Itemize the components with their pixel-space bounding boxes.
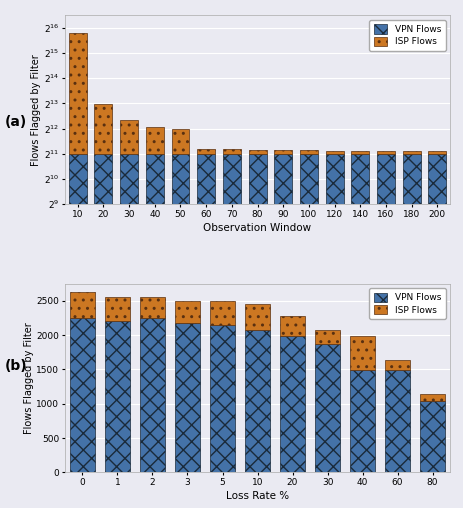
Bar	[210, 301, 234, 325]
Bar	[280, 336, 304, 472]
Bar	[427, 151, 445, 154]
Bar	[274, 154, 292, 508]
Bar	[350, 336, 374, 370]
X-axis label: Loss Rate %: Loss Rate %	[225, 491, 288, 501]
Bar	[140, 297, 164, 318]
Legend: VPN Flows, ISP Flows: VPN Flows, ISP Flows	[369, 20, 444, 51]
Bar	[384, 370, 409, 472]
Bar	[419, 401, 444, 472]
Text: (a): (a)	[5, 115, 27, 129]
X-axis label: Observation Window: Observation Window	[203, 223, 311, 233]
Bar	[94, 104, 112, 154]
Bar	[299, 150, 317, 154]
Bar	[171, 129, 189, 154]
Bar	[222, 154, 240, 508]
Bar	[145, 154, 163, 508]
Bar	[245, 330, 269, 472]
Bar	[120, 119, 138, 154]
Bar	[145, 128, 163, 154]
Bar	[315, 344, 339, 472]
Bar	[402, 154, 419, 508]
Bar	[175, 301, 200, 324]
Bar	[315, 330, 339, 344]
Bar	[222, 149, 240, 154]
Bar	[248, 150, 266, 154]
Bar	[376, 151, 394, 154]
Bar	[245, 304, 269, 330]
Bar	[350, 151, 369, 154]
Legend: VPN Flows, ISP Flows: VPN Flows, ISP Flows	[369, 288, 444, 319]
Bar	[171, 154, 189, 508]
Bar	[69, 154, 87, 508]
Bar	[70, 292, 94, 318]
Bar	[325, 154, 343, 508]
Bar	[350, 370, 374, 472]
Y-axis label: Flows Flagged by Filter: Flows Flagged by Filter	[31, 54, 41, 166]
Bar	[248, 154, 266, 508]
Bar	[70, 318, 94, 472]
Y-axis label: Flows Flagged by Filter: Flows Flagged by Filter	[24, 322, 33, 434]
Bar	[120, 154, 138, 508]
Bar	[140, 318, 164, 472]
Bar	[350, 154, 369, 508]
Bar	[427, 154, 445, 508]
Bar	[105, 297, 130, 321]
Bar	[94, 154, 112, 508]
Bar	[299, 154, 317, 508]
Bar	[274, 150, 292, 154]
Bar	[280, 316, 304, 336]
Bar	[69, 33, 87, 154]
Bar	[175, 324, 200, 472]
Bar	[197, 148, 215, 154]
Bar	[105, 321, 130, 472]
Bar	[210, 325, 234, 472]
Bar	[384, 361, 409, 370]
Bar	[376, 154, 394, 508]
Text: (b): (b)	[5, 359, 27, 373]
Bar	[325, 150, 343, 154]
Bar	[419, 395, 444, 401]
Bar	[197, 154, 215, 508]
Bar	[402, 151, 419, 154]
